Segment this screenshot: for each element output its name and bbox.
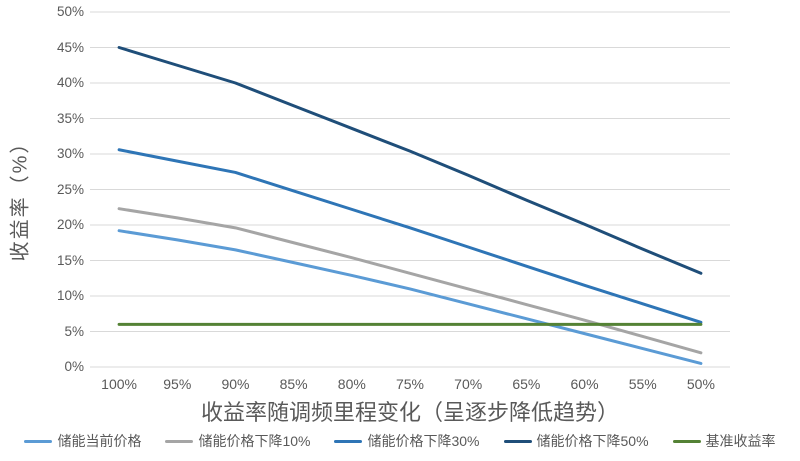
series-line-0 (117, 229, 703, 365)
y-axis-title: 收益率（%） (9, 131, 32, 262)
x-tick-label: 75% (395, 376, 425, 392)
legend: 储能当前价格 储能价格下降10% 储能价格下降30% 储能价格下降50% 基准收益率 (0, 431, 800, 451)
legend-marker-line (503, 439, 532, 443)
legend-label: 储能价格下降30% (367, 433, 480, 449)
x-tick-label: 65% (512, 376, 541, 392)
legend-item-4: 基准收益率 (672, 431, 776, 451)
legend-item-1: 储能价格下降10% (165, 431, 310, 451)
y-tick-label: 0% (64, 359, 84, 374)
legend-label: 储能价格下降10% (198, 433, 311, 449)
y-tick-label: 20% (56, 217, 84, 232)
x-tick-label: 85% (279, 376, 308, 392)
y-tick-label: 30% (56, 146, 84, 161)
x-tick-label: 80% (337, 376, 366, 392)
x-tick-label: 55% (628, 376, 657, 392)
y-tick-label: 10% (56, 288, 84, 303)
legend-item-3: 储能价格下降50% (503, 431, 649, 451)
legend-marker-line (165, 439, 194, 443)
y-tick-label: 35% (56, 110, 84, 126)
legend-marker-line (672, 439, 701, 443)
y-tick-label: 5% (64, 323, 84, 339)
legend-label: 储能当前价格 (57, 433, 142, 449)
chart-title: 收益率随调频里程变化（呈逐步降低趋势） (200, 400, 619, 425)
x-tick-label: 95% (163, 376, 192, 392)
x-tick-label: 90% (221, 376, 250, 392)
legend-marker-line (24, 439, 53, 443)
x-tick-label: 70% (454, 376, 483, 392)
x-tick-label: 100% (101, 376, 137, 392)
legend-item-2: 储能价格下降30% (334, 431, 480, 451)
x-tick-label: 60% (570, 376, 599, 392)
legend-item-0: 储能当前价格 (24, 431, 141, 451)
series-line-3 (117, 46, 703, 275)
y-tick-label: 25% (56, 181, 84, 197)
series-line-2 (117, 148, 703, 324)
legend-label: 基准收益率 (705, 433, 776, 449)
y-tick-label: 40% (56, 75, 84, 90)
legend-marker-line (334, 439, 363, 443)
y-tick-label: 45% (56, 39, 84, 55)
legend-label: 储能价格下降50% (536, 433, 649, 449)
y-tick-label: 15% (56, 252, 84, 268)
x-tick-label: 50% (686, 376, 715, 392)
y-tick-label: 50% (56, 4, 84, 19)
